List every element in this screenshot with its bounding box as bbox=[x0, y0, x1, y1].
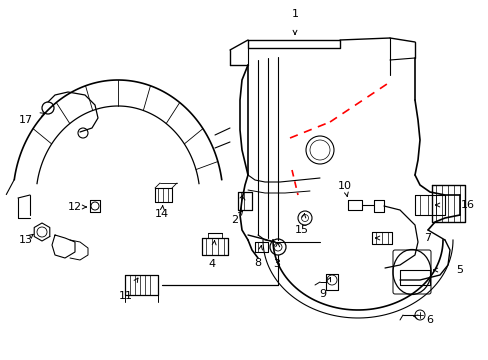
Text: 17: 17 bbox=[19, 115, 33, 125]
Text: 7: 7 bbox=[424, 233, 431, 243]
Text: 11: 11 bbox=[119, 291, 133, 301]
Text: 9: 9 bbox=[319, 289, 326, 299]
Text: 1: 1 bbox=[291, 9, 298, 19]
Text: 12: 12 bbox=[68, 202, 82, 212]
Text: 2: 2 bbox=[231, 215, 238, 225]
Text: 6: 6 bbox=[426, 315, 433, 325]
Text: 13: 13 bbox=[19, 235, 33, 245]
Text: 16: 16 bbox=[460, 200, 474, 210]
Text: 5: 5 bbox=[456, 265, 463, 275]
Text: 14: 14 bbox=[155, 209, 169, 219]
Text: 10: 10 bbox=[337, 181, 351, 191]
Text: 15: 15 bbox=[294, 225, 308, 235]
Text: 4: 4 bbox=[208, 259, 215, 269]
Text: 3: 3 bbox=[273, 259, 280, 269]
Text: 8: 8 bbox=[254, 258, 261, 268]
